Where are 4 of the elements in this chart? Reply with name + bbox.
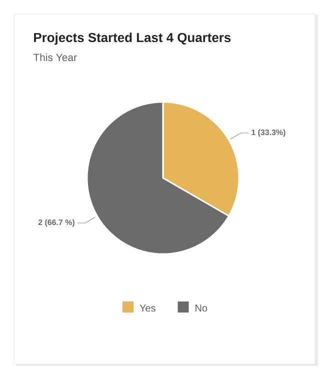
chart-title: Projects Started Last 4 Quarters [34, 32, 231, 45]
legend-label: Yes [140, 304, 156, 312]
chart-subtitle: This Year [33, 53, 77, 62]
legend-label: No [196, 304, 208, 312]
